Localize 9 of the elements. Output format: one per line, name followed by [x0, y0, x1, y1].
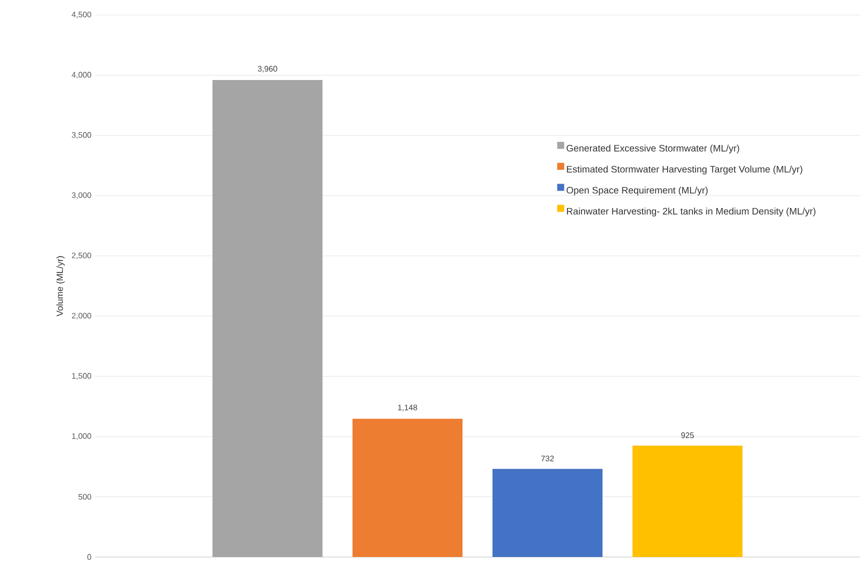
- legend-label: Generated Excessive Stormwater (ML/yr): [566, 144, 740, 154]
- legend-label: Estimated Stormwater Harvesting Target Volume (ML/yr): [566, 166, 802, 174]
- bar: [632, 446, 743, 557]
- bar: [492, 468, 603, 557]
- legend-label: Rainwater Harvesting- 2kL tanks in Medium Density (ML/yr): [566, 208, 816, 216]
- bar: [212, 80, 323, 557]
- bar: [352, 418, 463, 557]
- y-axis-title: Volume (ML/yr): [56, 256, 65, 316]
- legend-label: Open Space Requirement (ML/yr): [566, 186, 708, 196]
